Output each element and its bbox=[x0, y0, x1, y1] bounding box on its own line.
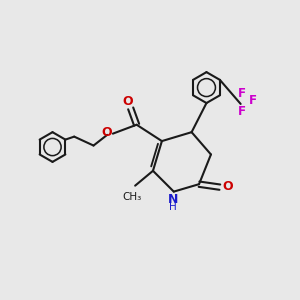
Text: O: O bbox=[122, 95, 133, 108]
Text: CH₃: CH₃ bbox=[122, 192, 141, 202]
Text: H: H bbox=[169, 202, 177, 212]
Text: F: F bbox=[238, 105, 246, 118]
Text: N: N bbox=[168, 194, 178, 206]
Text: O: O bbox=[101, 126, 112, 139]
Text: O: O bbox=[222, 180, 232, 193]
Text: F: F bbox=[238, 87, 246, 100]
Text: F: F bbox=[248, 94, 256, 107]
